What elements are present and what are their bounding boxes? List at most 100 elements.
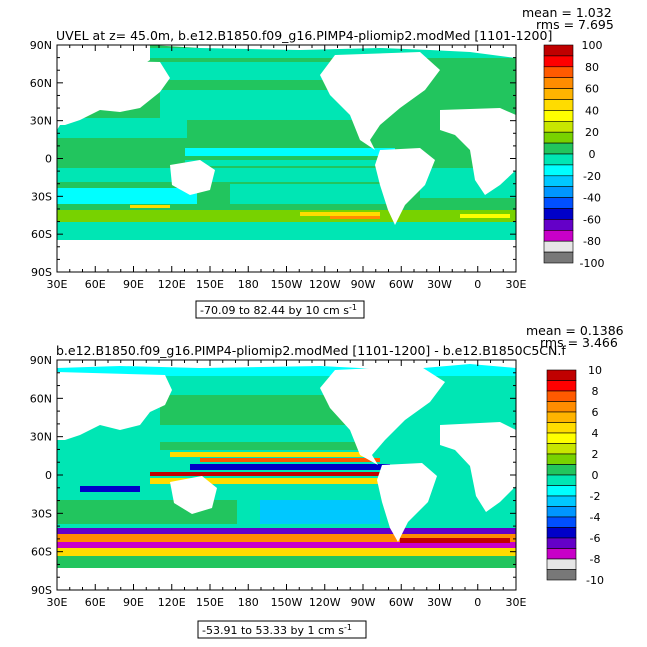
x-tick-label: 60W [389, 596, 414, 609]
x-tick-label: 60W [389, 278, 414, 291]
field-band [160, 442, 360, 450]
x-tick-label: 30E [47, 278, 68, 291]
bottom-y-axis: 90N 60N 30N 0 30S 60S 90S [30, 354, 516, 597]
colorbar-label: -60 [583, 213, 601, 226]
colorbar-swatch [546, 453, 577, 465]
field-band [57, 118, 187, 138]
colorbar-label: -10 [586, 574, 604, 587]
bottom-range-box [197, 620, 367, 639]
field-band [57, 188, 197, 204]
top-range-box [195, 300, 365, 319]
colorbar-swatch [546, 474, 577, 486]
bottom-colorbar: 10 8 6 4 2 0 -2 -4 -6 -8 -10 [546, 364, 604, 587]
colorbar-swatch [546, 464, 577, 476]
field-band [57, 542, 516, 548]
x-tick-label: 90E [123, 278, 144, 291]
colorbar-swatch [543, 251, 574, 264]
colorbar-swatch [543, 208, 574, 220]
bottom-ocean-field [57, 360, 516, 590]
land-south-america [377, 463, 437, 542]
field-band [200, 458, 380, 462]
colorbar-label: 0 [592, 469, 599, 482]
y-tick-label: 60N [30, 77, 52, 90]
x-tick-label: 30E [506, 278, 527, 291]
colorbar-label: -20 [583, 170, 601, 183]
land-australia [170, 160, 215, 195]
colorbar-swatch [543, 110, 574, 122]
colorbar-label: -8 [590, 553, 601, 566]
colorbar-label: -4 [590, 511, 601, 524]
colorbar-swatch [546, 558, 577, 570]
colorbar-label: -100 [580, 257, 605, 270]
field-band [190, 464, 390, 470]
land-asia [57, 60, 170, 125]
colorbar-label: 100 [582, 39, 603, 52]
y-tick-label: 90S [31, 266, 52, 279]
colorbar-label: 80 [585, 61, 599, 74]
top-x-axis: 30E 60E 90E 120E 150E 180 150W 120W 90W 60W 30W 0 30… [47, 45, 527, 291]
colorbar-swatch [543, 175, 574, 188]
field-band [260, 500, 380, 524]
bottom-map-panel: 90N 60N 30N 0 30S 60S 90S 30E 60E 90E 120E 150E 180… [30, 323, 624, 639]
colorbar-swatch [546, 527, 577, 539]
colorbar-swatch [543, 77, 574, 89]
top-map-panel: 90N 60N 30N 0 30S 60S 90S 30E 60E 90E 120E 150E 180… [30, 5, 614, 319]
x-tick-label: 150W [271, 278, 303, 291]
y-tick-label: 30S [31, 507, 52, 520]
colorbar-swatch [546, 495, 577, 507]
colorbar-label: -2 [590, 490, 601, 503]
colorbar-label: 8 [592, 385, 599, 398]
field-band [57, 528, 516, 534]
x-tick-label: 150W [271, 596, 303, 609]
land-north-america [320, 52, 440, 150]
field-band [160, 425, 360, 437]
y-tick-label: 0 [45, 469, 52, 482]
x-tick-label: 150E [196, 278, 224, 291]
field-band [330, 216, 380, 219]
field-band [150, 478, 390, 484]
colorbar-swatch [543, 131, 574, 144]
land-africa [440, 422, 516, 512]
x-tick-label: 30W [427, 278, 452, 291]
colorbar-swatch [543, 66, 574, 79]
colorbar-swatch [546, 369, 577, 381]
field-band [57, 548, 516, 556]
bottom-mean: mean = 0.1386 [526, 323, 624, 338]
field-band [185, 148, 395, 156]
field-band [230, 184, 390, 204]
field-band [57, 222, 516, 240]
field-band [300, 212, 380, 216]
x-tick-label: 180 [238, 278, 259, 291]
top-ocean-field [57, 45, 516, 272]
x-tick-label: 60E [85, 596, 106, 609]
field-band [57, 534, 516, 542]
land-south-america [375, 148, 435, 225]
colorbar-swatch [546, 401, 577, 413]
bottom-x-axis: 30E 60E 90E 120E 150E 180 150W 120W 90W 60W 30W 0 30… [47, 360, 527, 609]
x-tick-label: 30W [427, 596, 452, 609]
land-australia [170, 476, 217, 514]
x-tick-label: 30E [47, 596, 68, 609]
top-colorbar: 100 80 60 40 20 0 -20 -40 -60 -80 -100 [543, 39, 605, 270]
land-antarctica [57, 245, 516, 272]
field-band [170, 452, 370, 457]
colorbar-swatch [543, 142, 574, 155]
land-asia [57, 372, 172, 440]
colorbar-swatch [546, 516, 577, 528]
colorbar-swatch [543, 153, 574, 166]
colorbar-swatch [543, 219, 574, 231]
field-band [460, 214, 510, 218]
colorbar-swatch [543, 88, 574, 100]
y-tick-label: 90S [31, 584, 52, 597]
land-north-america [320, 366, 445, 465]
colorbar-swatch [546, 506, 577, 518]
top-rms: rms = 7.695 [536, 17, 614, 32]
colorbar-swatch [543, 164, 574, 177]
land-africa [440, 108, 516, 195]
top-mean: mean = 1.032 [522, 5, 612, 20]
x-tick-label: 60E [85, 278, 106, 291]
bottom-rms: rms = 3.466 [540, 335, 618, 350]
colorbar-label: 4 [592, 427, 599, 440]
field-band [57, 48, 516, 58]
